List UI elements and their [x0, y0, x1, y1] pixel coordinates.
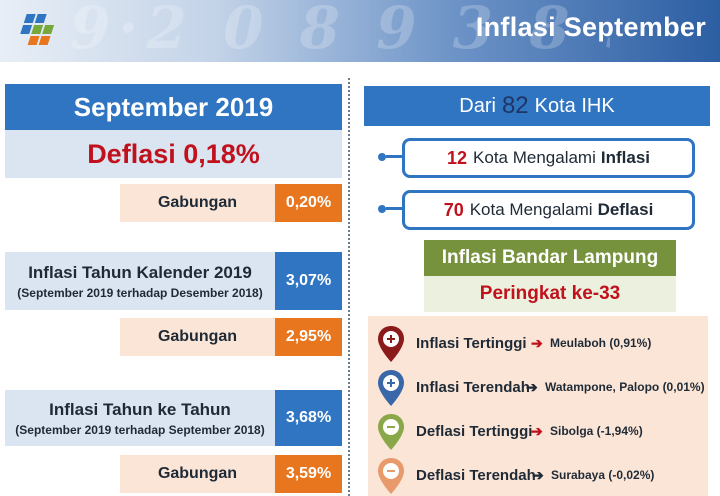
- ihk-suffix: Kota IHK: [534, 94, 615, 117]
- connector-line: [386, 155, 404, 158]
- bps-logo-icon: [20, 14, 55, 45]
- page-title: Inflasi September: [475, 12, 706, 42]
- gabungan-label: Gabungan: [120, 184, 275, 222]
- yoy-gabungan-label: Gabungan: [120, 455, 275, 493]
- lampung-rank: Peringkat ke-33: [424, 276, 676, 312]
- calendar-inflation-subtitle: (September 2019 terhadap Desember 2018): [17, 285, 263, 300]
- arrow-right-icon: ➔: [532, 466, 544, 483]
- extreme-row-inflasi-terendah: Inflasi Terendah ➔ Watampone, Palopo (0,…: [368, 366, 708, 408]
- extreme-city: Watampone, Palopo (0,01%): [545, 380, 705, 394]
- extreme-row-deflasi-terendah: Deflasi Terendah ➔ Surabaya (-0,02%): [368, 454, 708, 496]
- bullet-dot-icon: [378, 205, 386, 213]
- lampung-title: Inflasi Bandar Lampung: [424, 240, 676, 276]
- inflasi-cities-count: 12: [447, 147, 468, 168]
- extreme-city: Surabaya (-0,02%): [551, 468, 655, 482]
- calendar-gabungan-value: 2,95%: [275, 318, 342, 356]
- extreme-row-deflasi-tertinggi: Deflasi Tertinggi ➔ Sibolga (-1,94%): [368, 410, 708, 452]
- yoy-inflation-subtitle: (September 2019 terhadap September 2018): [15, 422, 265, 437]
- inflasi-cities-pill: 12 Kota Mengalami Inflasi: [402, 138, 695, 178]
- deflasi-cities-count: 70: [443, 199, 464, 220]
- calendar-inflation-value: 3,07%: [275, 252, 342, 310]
- calendar-gabungan-label: Gabungan: [120, 318, 275, 356]
- arrow-right-icon: ➔: [526, 378, 538, 395]
- decorative-numbers: 9·2 0 8 9 3 8 3 6·3: [70, 0, 610, 62]
- monthly-headline-text: Deflasi 0,18%: [87, 138, 260, 169]
- ihk-city-count-bar: Dari 82 Kota IHK: [364, 86, 710, 126]
- gabungan-monthly-value: 0,20%: [275, 184, 342, 222]
- extreme-label: Inflasi Tertinggi: [416, 334, 527, 352]
- period-title: September 2019: [5, 84, 342, 130]
- extreme-city: Meulaboh (0,91%): [550, 336, 652, 350]
- yoy-inflation-value: 3,68%: [275, 390, 342, 446]
- map-pin-plus-icon: [378, 370, 404, 406]
- ihk-count: 82: [501, 92, 529, 119]
- yoy-inflation-title: Inflasi Tahun ke Tahun: [49, 399, 231, 419]
- header-divider: [0, 62, 720, 65]
- calendar-inflation-title: Inflasi Tahun Kalender 2019: [28, 262, 252, 282]
- deflasi-cities-kind: Deflasi: [597, 200, 654, 219]
- column-divider: [348, 78, 350, 496]
- yoy-gabungan-value: 3,59%: [275, 455, 342, 493]
- inflasi-cities-text: Kota Mengalami: [473, 148, 596, 167]
- map-pin-plus-icon: [378, 326, 404, 362]
- bullet-dot-icon: [378, 153, 386, 161]
- ihk-prefix: Dari: [459, 94, 496, 117]
- map-pin-minus-icon: [378, 458, 404, 494]
- extreme-label: Deflasi Terendah: [416, 466, 536, 484]
- monthly-headline: Deflasi 0,18%: [5, 130, 342, 178]
- extreme-city: Sibolga (-1,94%): [550, 424, 643, 438]
- yoy-inflation-label: Inflasi Tahun ke Tahun (September 2019 t…: [5, 390, 275, 446]
- connector-line: [386, 207, 404, 210]
- calendar-inflation-label: Inflasi Tahun Kalender 2019 (September 2…: [5, 252, 275, 310]
- map-pin-minus-icon: [378, 414, 404, 450]
- extreme-row-inflasi-tertinggi: Inflasi Tertinggi ➔ Meulaboh (0,91%): [368, 322, 708, 364]
- deflasi-cities-pill: 70 Kota Mengalami Deflasi: [402, 190, 695, 230]
- inflasi-cities-kind: Inflasi: [600, 148, 650, 167]
- arrow-right-icon: ➔: [531, 334, 543, 351]
- extreme-label: Inflasi Terendah: [416, 378, 530, 396]
- arrow-right-icon: ➔: [531, 422, 543, 439]
- deflasi-cities-text: Kota Mengalami: [469, 200, 593, 219]
- extreme-label: Deflasi Tertinggi: [416, 422, 533, 440]
- header-banner: 9·2 0 8 9 3 8 3 6·3 Inflasi September: [0, 0, 720, 62]
- extremes-panel: Inflasi Tertinggi ➔ Meulaboh (0,91%) Inf…: [368, 316, 708, 496]
